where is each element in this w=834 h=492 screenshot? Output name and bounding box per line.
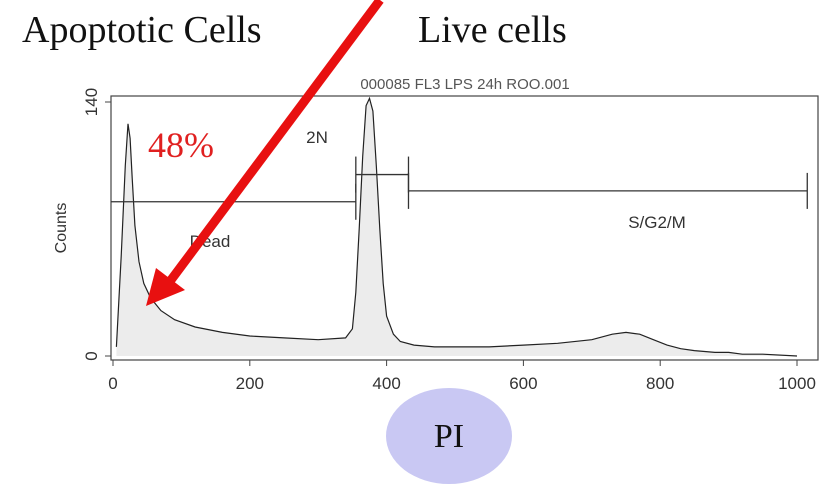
x-tick-label: 400 bbox=[372, 374, 400, 393]
y-tick-label: 0 bbox=[82, 351, 101, 360]
arrow-head bbox=[146, 268, 185, 306]
x-tick-label: 800 bbox=[646, 374, 674, 393]
live-cells-heading: Live cells bbox=[418, 9, 567, 51]
arrow-shaft bbox=[164, 0, 384, 287]
x-tick-label: 1000 bbox=[778, 374, 816, 393]
pi-bubble bbox=[386, 388, 512, 484]
y-axis-label: Counts bbox=[53, 203, 70, 254]
y-tick-label: 140 bbox=[82, 88, 101, 116]
histogram-fill bbox=[116, 98, 797, 357]
apoptotic-cells-heading: Apoptotic Cells bbox=[22, 9, 262, 51]
gate-label: S/G2/M bbox=[628, 213, 686, 232]
x-tick-label: 0 bbox=[108, 374, 117, 393]
plot-frame bbox=[110, 95, 819, 361]
percent-annotation: 48% bbox=[148, 125, 214, 165]
y-axis: 0 140 bbox=[82, 88, 111, 361]
histogram-line bbox=[115, 96, 798, 357]
pi-label: PI bbox=[433, 418, 465, 455]
red-arrow-icon bbox=[146, 0, 384, 306]
x-tick-label: 200 bbox=[236, 374, 264, 393]
chart-header-text: 000085 FL3 LPS 24h ROO.001 bbox=[360, 76, 569, 93]
x-tick-label: 600 bbox=[509, 374, 537, 393]
gate-label: 2N bbox=[306, 128, 328, 147]
x-axis: 0 200 400 600 800 1000 bbox=[108, 360, 816, 393]
